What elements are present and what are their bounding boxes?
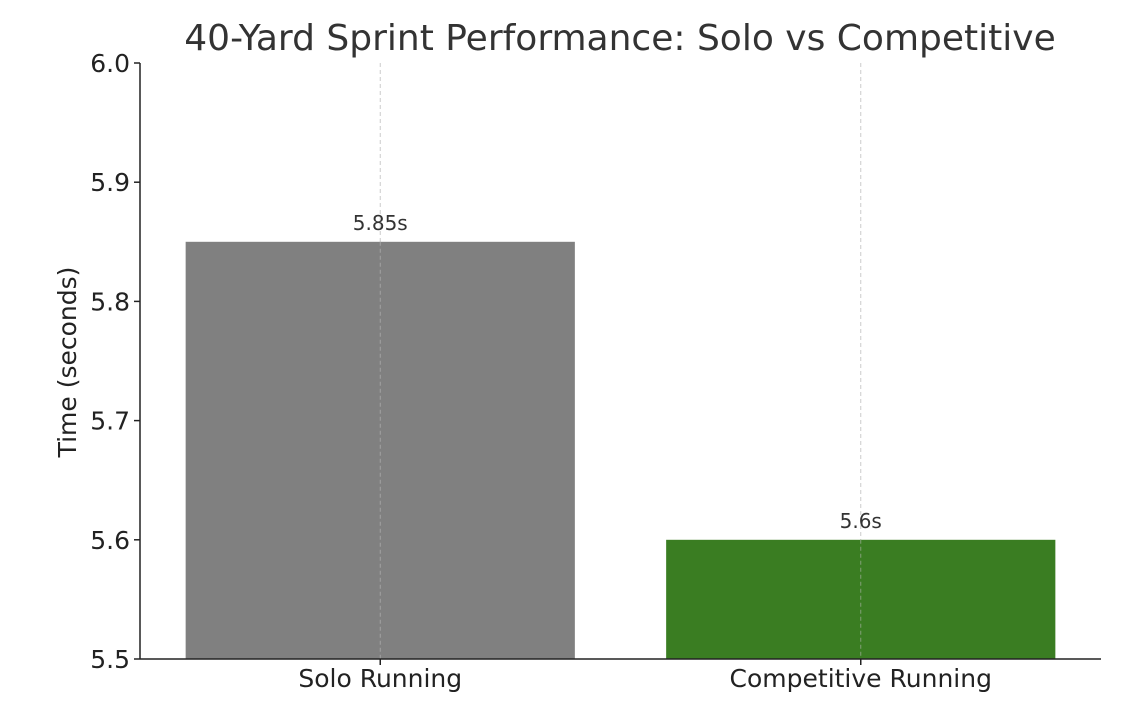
x-tick-label: Competitive Running [730, 664, 992, 693]
grid-lines-front [379, 241, 862, 659]
bars [185, 241, 1056, 660]
y-tick-label: 6.0 [90, 49, 130, 78]
data-label: 5.85s [353, 211, 408, 235]
y-tick-label: 5.9 [90, 168, 130, 197]
y-ticks: 5.5 5.6 5.7 5.8 5.9 6.0 [90, 49, 140, 674]
chart-title: 40-Yard Sprint Performance: Solo vs Comp… [184, 18, 1055, 59]
y-tick-label: 5.8 [90, 287, 130, 316]
y-tick-label: 5.7 [90, 407, 130, 436]
y-tick-label: 5.5 [90, 645, 130, 674]
bar [185, 241, 575, 660]
y-tick-label: 5.6 [90, 526, 130, 555]
data-label: 5.6s [840, 509, 882, 533]
y-axis-label: Time (seconds) [53, 267, 82, 459]
axes [139, 63, 1101, 660]
data-labels: 5.85s 5.6s [353, 211, 882, 533]
x-tick-label: Solo Running [298, 664, 462, 693]
x-ticks: Solo Running Competitive Running [298, 659, 992, 693]
